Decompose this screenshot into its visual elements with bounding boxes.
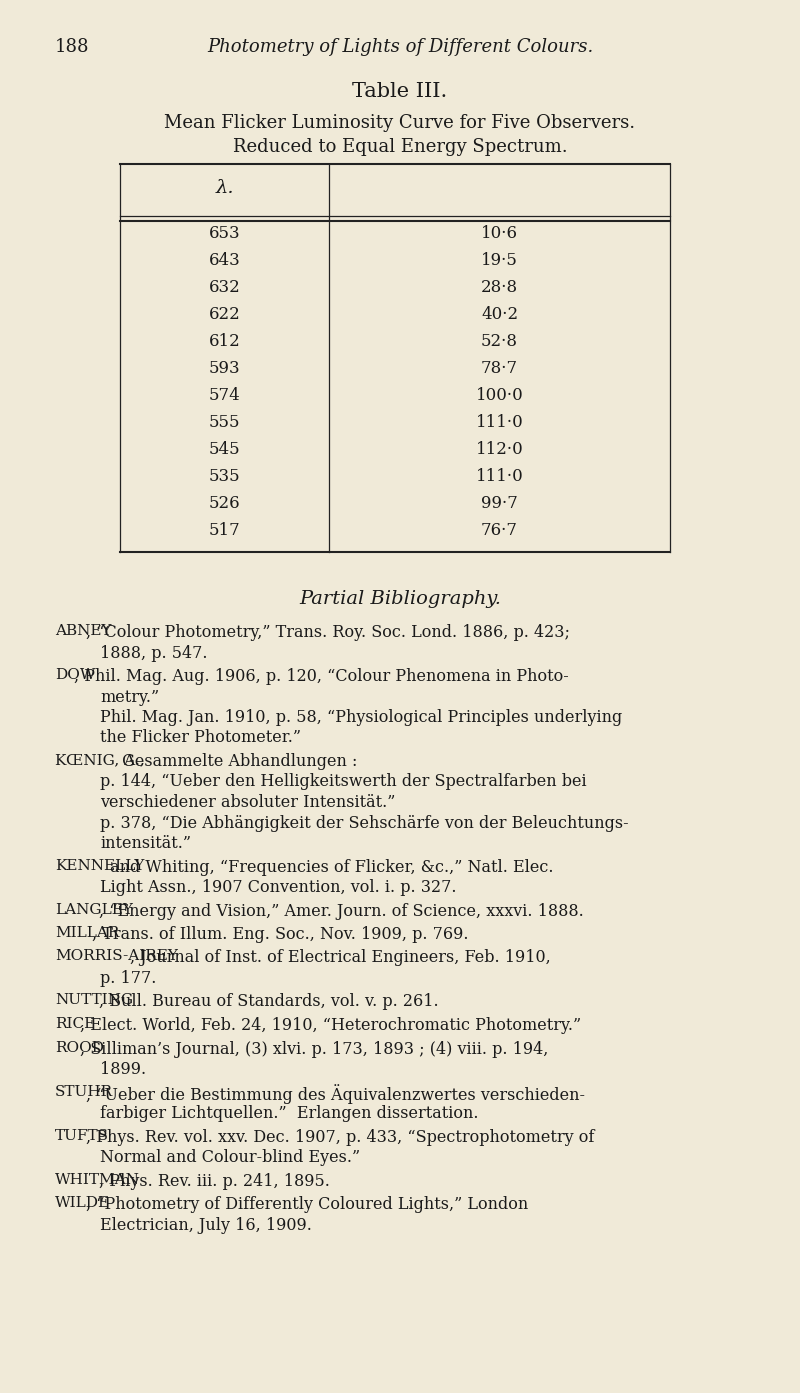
- Text: , Journal of Inst. of Electrical Engineers, Feb. 1910,: , Journal of Inst. of Electrical Enginee…: [130, 950, 550, 967]
- Text: 52·8: 52·8: [481, 333, 518, 350]
- Text: 112·0: 112·0: [476, 442, 523, 458]
- Text: 111·0: 111·0: [476, 468, 523, 485]
- Text: Normal and Colour-blind Eyes.”: Normal and Colour-blind Eyes.”: [100, 1149, 360, 1166]
- Text: KŒNIG, A.,: KŒNIG, A.,: [55, 754, 145, 768]
- Text: RICE: RICE: [55, 1017, 95, 1031]
- Text: p. 177.: p. 177.: [100, 970, 156, 988]
- Text: Reduced to Equal Energy Spectrum.: Reduced to Equal Energy Spectrum.: [233, 138, 567, 156]
- Text: Light Assn., 1907 Convention, vol. i. p. 327.: Light Assn., 1907 Convention, vol. i. p.…: [100, 879, 457, 896]
- Text: STUHR: STUHR: [55, 1085, 113, 1099]
- Text: 76·7: 76·7: [481, 522, 518, 539]
- Text: 555: 555: [209, 414, 240, 430]
- Text: ABNEY: ABNEY: [55, 624, 111, 638]
- Text: 622: 622: [209, 306, 240, 323]
- Text: MORRIS-AIREY: MORRIS-AIREY: [55, 950, 178, 964]
- Text: 517: 517: [209, 522, 240, 539]
- Text: , Phys. Rev. vol. xxv. Dec. 1907, p. 433, “Spectrophotometry of: , Phys. Rev. vol. xxv. Dec. 1907, p. 433…: [86, 1128, 594, 1145]
- Text: 111·0: 111·0: [476, 414, 523, 430]
- Text: intensität.”: intensität.”: [100, 834, 191, 853]
- Text: 40·2: 40·2: [481, 306, 518, 323]
- Text: 1899.: 1899.: [100, 1061, 146, 1078]
- Text: Photometry of Lights of Different Colours.: Photometry of Lights of Different Colour…: [207, 38, 593, 56]
- Text: p. 144, “Ueber den Helligkeitswerth der Spectralfarben bei: p. 144, “Ueber den Helligkeitswerth der …: [100, 773, 586, 790]
- Text: , Silliman’s Journal, (3) xlvi. p. 173, 1893 ; (4) viii. p. 194,: , Silliman’s Journal, (3) xlvi. p. 173, …: [80, 1041, 548, 1057]
- Text: 188: 188: [55, 38, 90, 56]
- Text: 593: 593: [209, 359, 240, 378]
- Text: 526: 526: [209, 495, 240, 513]
- Text: 100·0: 100·0: [476, 387, 523, 404]
- Text: WILDE: WILDE: [55, 1197, 110, 1211]
- Text: 643: 643: [209, 252, 240, 269]
- Text: 574: 574: [209, 387, 240, 404]
- Text: , Bull. Bureau of Standards, vol. v. p. 261.: , Bull. Bureau of Standards, vol. v. p. …: [98, 993, 438, 1010]
- Text: p. 378, “Die Abhängigkeit der Sehschärfe von der Beleuchtungs-: p. 378, “Die Abhängigkeit der Sehschärfe…: [100, 815, 629, 832]
- Text: Electrician, July 16, 1909.: Electrician, July 16, 1909.: [100, 1216, 312, 1233]
- Text: WHITMAN: WHITMAN: [55, 1173, 140, 1187]
- Text: , Phys. Rev. iii. p. 241, 1895.: , Phys. Rev. iii. p. 241, 1895.: [98, 1173, 330, 1190]
- Text: KENNELLY: KENNELLY: [55, 858, 144, 872]
- Text: 535: 535: [209, 468, 240, 485]
- Text: TUFTS: TUFTS: [55, 1128, 109, 1142]
- Text: , “Ueber die Bestimmung des Äquivalenzwertes verschieden-: , “Ueber die Bestimmung des Äquivalenzwe…: [86, 1085, 585, 1105]
- Text: verschiedener absoluter Intensität.”: verschiedener absoluter Intensität.”: [100, 794, 395, 811]
- Text: Mean Flicker Luminosity Curve for Five Observers.: Mean Flicker Luminosity Curve for Five O…: [165, 114, 635, 132]
- Text: metry.”: metry.”: [100, 688, 159, 705]
- Text: DOW: DOW: [55, 669, 95, 683]
- Text: 28·8: 28·8: [481, 279, 518, 295]
- Text: and Whiting, “Frequencies of Flicker, &c.,” Natl. Elec.: and Whiting, “Frequencies of Flicker, &c…: [105, 858, 554, 875]
- Text: farbiger Lichtquellen.”  Erlangen dissertation.: farbiger Lichtquellen.” Erlangen dissert…: [100, 1105, 478, 1121]
- Text: , “Colour Photometry,” Trans. Roy. Soc. Lond. 1886, p. 423;: , “Colour Photometry,” Trans. Roy. Soc. …: [86, 624, 570, 641]
- Text: 653: 653: [209, 226, 240, 242]
- Text: Table III.: Table III.: [352, 82, 448, 102]
- Text: 612: 612: [209, 333, 240, 350]
- Text: MILLAR: MILLAR: [55, 926, 119, 940]
- Text: , Elect. World, Feb. 24, 1910, “Heterochromatic Photometry.”: , Elect. World, Feb. 24, 1910, “Heteroch…: [80, 1017, 581, 1034]
- Text: LANGLEY: LANGLEY: [55, 903, 133, 917]
- Text: Gesammelte Abhandlungen :: Gesammelte Abhandlungen :: [118, 754, 358, 770]
- Text: 99·7: 99·7: [481, 495, 518, 513]
- Text: 1888, p. 547.: 1888, p. 547.: [100, 645, 207, 662]
- Text: Phil. Mag. Jan. 1910, p. 58, “Physiological Principles underlying: Phil. Mag. Jan. 1910, p. 58, “Physiologi…: [100, 709, 622, 726]
- Text: 78·7: 78·7: [481, 359, 518, 378]
- Text: the Flicker Photometer.”: the Flicker Photometer.”: [100, 730, 301, 747]
- Text: , Trans. of Illum. Eng. Soc., Nov. 1909, p. 769.: , Trans. of Illum. Eng. Soc., Nov. 1909,…: [93, 926, 469, 943]
- Text: , Phil. Mag. Aug. 1906, p. 120, “Colour Phenomena in Photo-: , Phil. Mag. Aug. 1906, p. 120, “Colour …: [74, 669, 569, 685]
- Text: ROOD: ROOD: [55, 1041, 104, 1055]
- Text: NUTTING: NUTTING: [55, 993, 133, 1007]
- Text: Partial Bibliography.: Partial Bibliography.: [299, 591, 501, 607]
- Text: 632: 632: [209, 279, 240, 295]
- Text: , “Energy and Vision,” Amer. Journ. of Science, xxxvi. 1888.: , “Energy and Vision,” Amer. Journ. of S…: [98, 903, 583, 919]
- Text: , “Photometry of Differently Coloured Lights,” London: , “Photometry of Differently Coloured Li…: [86, 1197, 529, 1213]
- Text: 19·5: 19·5: [481, 252, 518, 269]
- Text: 10·6: 10·6: [481, 226, 518, 242]
- Text: λ.: λ.: [215, 178, 234, 196]
- Text: 545: 545: [209, 442, 240, 458]
